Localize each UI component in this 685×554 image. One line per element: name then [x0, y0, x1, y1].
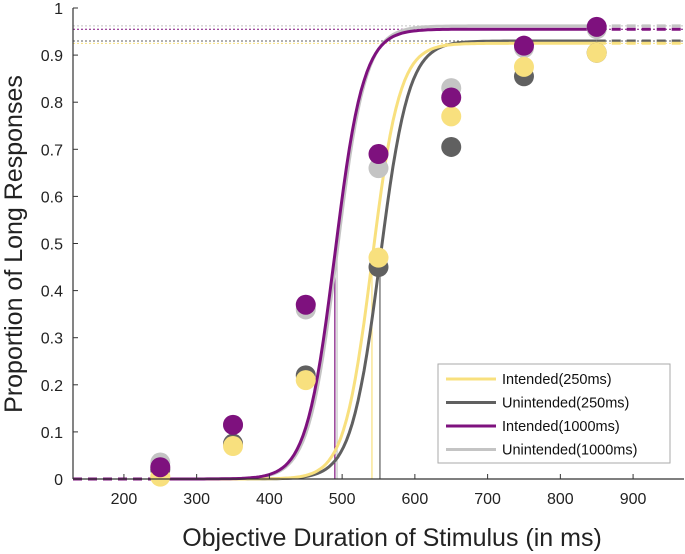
y-tick-label: 0	[54, 472, 63, 489]
x-ticks: 200 300 400 500 600 700 800 900	[111, 474, 647, 508]
data-point-intended-250ms	[586, 42, 607, 63]
y-tick-label: 1	[54, 1, 63, 18]
data-point-unintended-250ms	[441, 136, 462, 157]
y-tick-label: 0.5	[41, 237, 63, 254]
data-point-unintended-1000ms	[368, 158, 389, 179]
y-tick-label: 0.2	[41, 378, 63, 395]
x-tick-label: 200	[111, 491, 138, 508]
x-tick-label: 900	[620, 491, 647, 508]
data-point-intended-250ms	[368, 247, 389, 268]
data-point-intended-250ms	[223, 436, 244, 457]
data-point-intended-1000ms	[295, 294, 316, 315]
data-point-intended-1000ms	[368, 144, 389, 165]
data-point-intended-1000ms	[513, 35, 534, 56]
x-tick-label: 500	[329, 491, 356, 508]
data-point-intended-1000ms	[441, 87, 462, 108]
y-tick-label: 0.4	[41, 284, 63, 301]
data-point-intended-250ms	[513, 56, 534, 77]
x-tick-label: 400	[256, 491, 283, 508]
y-tick-label: 0.1	[41, 425, 63, 442]
legend-label-intended-250ms: Intended(250ms)	[502, 372, 612, 388]
data-point-intended-1000ms	[223, 414, 244, 435]
y-tick-label: 0.6	[41, 189, 63, 206]
y-tick-label: 0.3	[41, 331, 63, 348]
data-point-intended-250ms	[295, 370, 316, 391]
legend-label-unintended-250ms: Unintended(250ms)	[502, 396, 629, 412]
y-tick-label: 0.9	[41, 48, 63, 65]
legend: Intended(250ms) Unintended(250ms) Intended…	[437, 363, 671, 464]
x-tick-label: 700	[474, 491, 501, 508]
data-point-intended-250ms	[441, 106, 462, 127]
y-tick-label: 0.7	[41, 142, 63, 159]
data-point-intended-1000ms	[150, 457, 171, 478]
legend-label-unintended-1000ms: Unintended(1000ms)	[502, 443, 637, 459]
y-ticks: 0 0.1 0.2 0.3 0.4 0.5 0.6 0.7 0.8 0.9 1	[41, 1, 78, 489]
x-tick-label: 800	[547, 491, 574, 508]
y-tick-label: 0.8	[41, 95, 63, 112]
legend-label-intended-1000ms: Intended(1000ms)	[502, 419, 620, 435]
y-axis-title: Proportion of Long Responses	[0, 75, 28, 413]
data-point-intended-1000ms	[586, 16, 607, 37]
data-points	[150, 16, 607, 487]
x-axis-title: Objective Duration of Stimulus (in ms)	[182, 524, 602, 552]
x-tick-label: 300	[183, 491, 210, 508]
x-tick-label: 600	[402, 491, 429, 508]
